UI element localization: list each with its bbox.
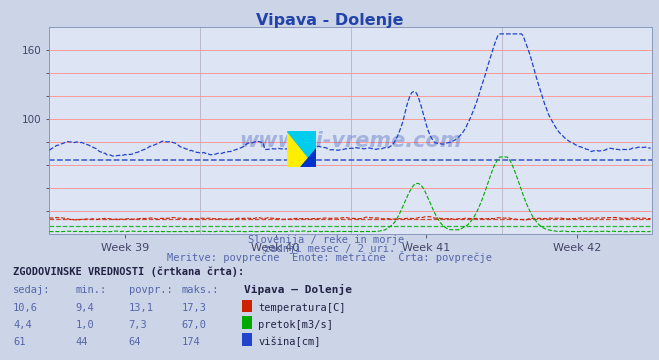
Text: pretok[m3/s]: pretok[m3/s]	[258, 320, 333, 330]
Text: 67,0: 67,0	[181, 320, 206, 330]
Text: 44: 44	[76, 337, 88, 347]
Text: višina[cm]: višina[cm]	[258, 337, 321, 347]
Text: min.:: min.:	[76, 285, 107, 296]
Text: zadnji mesec / 2 uri.: zadnji mesec / 2 uri.	[264, 244, 395, 254]
Polygon shape	[287, 131, 316, 167]
Text: 10,6: 10,6	[13, 303, 38, 314]
Text: 4,4: 4,4	[13, 320, 32, 330]
Text: ZGODOVINSKE VREDNOSTI (črtkana črta):: ZGODOVINSKE VREDNOSTI (črtkana črta):	[13, 267, 244, 278]
Text: Meritve: povprečne  Enote: metrične  Črta: povprečje: Meritve: povprečne Enote: metrične Črta:…	[167, 251, 492, 263]
Text: maks.:: maks.:	[181, 285, 219, 296]
Text: 64: 64	[129, 337, 141, 347]
Text: 13,1: 13,1	[129, 303, 154, 314]
Text: temperatura[C]: temperatura[C]	[258, 303, 346, 314]
Text: Slovenija / reke in morje.: Slovenija / reke in morje.	[248, 235, 411, 245]
Polygon shape	[300, 148, 316, 167]
Text: 9,4: 9,4	[76, 303, 94, 314]
Text: sedaj:: sedaj:	[13, 285, 51, 296]
Text: 7,3: 7,3	[129, 320, 147, 330]
Polygon shape	[287, 131, 316, 167]
Text: povpr.:: povpr.:	[129, 285, 172, 296]
Text: Vipava - Dolenje: Vipava - Dolenje	[256, 13, 403, 28]
Text: 174: 174	[181, 337, 200, 347]
Text: www.si-vreme.com: www.si-vreme.com	[240, 131, 462, 151]
Text: 1,0: 1,0	[76, 320, 94, 330]
Text: 61: 61	[13, 337, 26, 347]
Text: Vipava – Dolenje: Vipava – Dolenje	[244, 284, 352, 296]
Text: 17,3: 17,3	[181, 303, 206, 314]
